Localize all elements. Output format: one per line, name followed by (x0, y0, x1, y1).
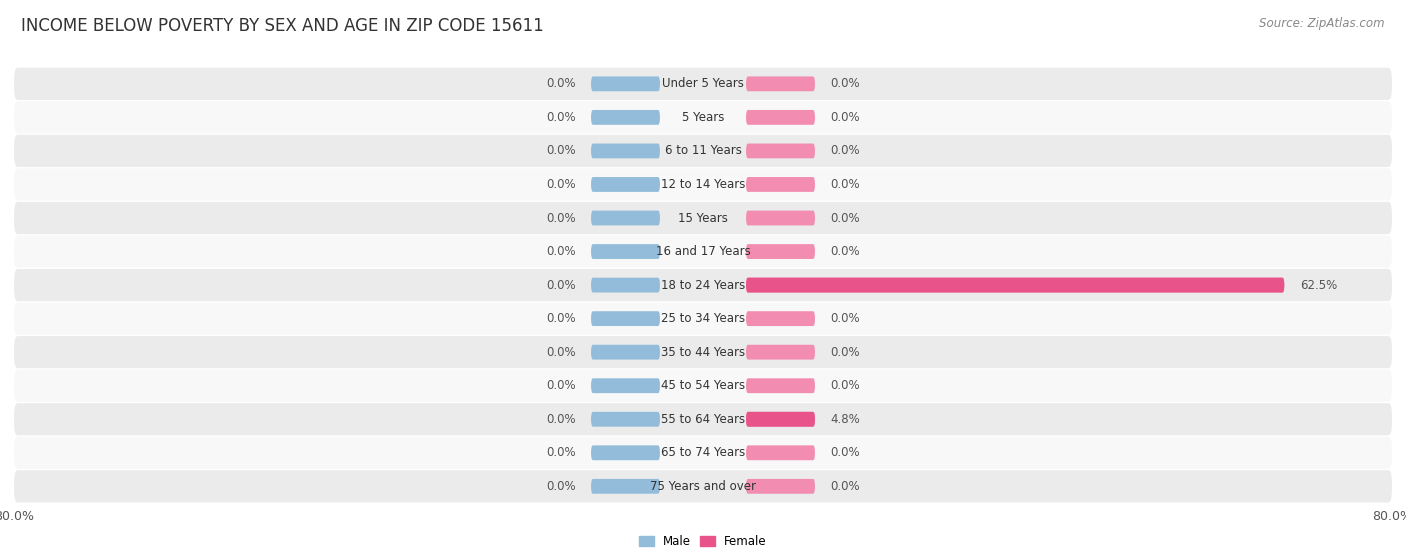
Text: 65 to 74 Years: 65 to 74 Years (661, 446, 745, 459)
FancyBboxPatch shape (591, 110, 659, 125)
FancyBboxPatch shape (14, 403, 1392, 435)
Text: Source: ZipAtlas.com: Source: ZipAtlas.com (1260, 17, 1385, 30)
FancyBboxPatch shape (747, 412, 815, 427)
Text: 0.0%: 0.0% (831, 111, 860, 124)
FancyBboxPatch shape (591, 479, 659, 494)
Text: 0.0%: 0.0% (831, 211, 860, 225)
Text: 0.0%: 0.0% (546, 278, 575, 292)
Text: 0.0%: 0.0% (831, 77, 860, 91)
Text: 0.0%: 0.0% (831, 245, 860, 258)
FancyBboxPatch shape (747, 412, 815, 427)
FancyBboxPatch shape (591, 311, 659, 326)
Text: 0.0%: 0.0% (546, 345, 575, 359)
Text: 16 and 17 Years: 16 and 17 Years (655, 245, 751, 258)
FancyBboxPatch shape (591, 144, 659, 158)
Text: 55 to 64 Years: 55 to 64 Years (661, 413, 745, 426)
FancyBboxPatch shape (14, 202, 1392, 234)
Text: 18 to 24 Years: 18 to 24 Years (661, 278, 745, 292)
Text: 0.0%: 0.0% (546, 245, 575, 258)
FancyBboxPatch shape (591, 412, 659, 427)
FancyBboxPatch shape (591, 77, 659, 91)
Text: 0.0%: 0.0% (831, 345, 860, 359)
FancyBboxPatch shape (14, 302, 1392, 335)
Text: 0.0%: 0.0% (546, 211, 575, 225)
FancyBboxPatch shape (14, 336, 1392, 368)
FancyBboxPatch shape (747, 345, 815, 359)
Text: 5 Years: 5 Years (682, 111, 724, 124)
FancyBboxPatch shape (747, 479, 815, 494)
FancyBboxPatch shape (591, 211, 659, 225)
FancyBboxPatch shape (747, 278, 1284, 292)
FancyBboxPatch shape (747, 110, 815, 125)
Text: 0.0%: 0.0% (546, 413, 575, 426)
Text: 0.0%: 0.0% (546, 312, 575, 325)
FancyBboxPatch shape (14, 437, 1392, 469)
Text: 0.0%: 0.0% (546, 178, 575, 191)
FancyBboxPatch shape (747, 177, 815, 192)
Text: 0.0%: 0.0% (831, 144, 860, 158)
FancyBboxPatch shape (591, 345, 659, 359)
FancyBboxPatch shape (14, 101, 1392, 134)
FancyBboxPatch shape (747, 278, 1284, 292)
Text: 35 to 44 Years: 35 to 44 Years (661, 345, 745, 359)
Text: 0.0%: 0.0% (831, 446, 860, 459)
Legend: Male, Female: Male, Female (634, 529, 772, 554)
FancyBboxPatch shape (14, 135, 1392, 167)
FancyBboxPatch shape (14, 68, 1392, 100)
Text: 0.0%: 0.0% (546, 77, 575, 91)
Text: 45 to 54 Years: 45 to 54 Years (661, 379, 745, 392)
Text: 12 to 14 Years: 12 to 14 Years (661, 178, 745, 191)
FancyBboxPatch shape (591, 177, 659, 192)
Text: Under 5 Years: Under 5 Years (662, 77, 744, 91)
FancyBboxPatch shape (591, 244, 659, 259)
FancyBboxPatch shape (747, 211, 815, 225)
Text: 0.0%: 0.0% (831, 178, 860, 191)
Text: INCOME BELOW POVERTY BY SEX AND AGE IN ZIP CODE 15611: INCOME BELOW POVERTY BY SEX AND AGE IN Z… (21, 17, 544, 35)
Text: 0.0%: 0.0% (546, 144, 575, 158)
FancyBboxPatch shape (591, 278, 659, 292)
FancyBboxPatch shape (14, 168, 1392, 201)
Text: 0.0%: 0.0% (831, 379, 860, 392)
Text: 4.8%: 4.8% (831, 413, 860, 426)
FancyBboxPatch shape (14, 269, 1392, 301)
Text: 0.0%: 0.0% (831, 480, 860, 493)
FancyBboxPatch shape (14, 235, 1392, 268)
FancyBboxPatch shape (747, 77, 815, 91)
FancyBboxPatch shape (14, 470, 1392, 503)
FancyBboxPatch shape (14, 369, 1392, 402)
Text: 6 to 11 Years: 6 to 11 Years (665, 144, 741, 158)
Text: 0.0%: 0.0% (546, 379, 575, 392)
Text: 62.5%: 62.5% (1299, 278, 1337, 292)
FancyBboxPatch shape (747, 378, 815, 393)
Text: 25 to 34 Years: 25 to 34 Years (661, 312, 745, 325)
Text: 0.0%: 0.0% (831, 312, 860, 325)
Text: 0.0%: 0.0% (546, 480, 575, 493)
Text: 75 Years and over: 75 Years and over (650, 480, 756, 493)
Text: 0.0%: 0.0% (546, 111, 575, 124)
FancyBboxPatch shape (747, 144, 815, 158)
Text: 0.0%: 0.0% (546, 446, 575, 459)
FancyBboxPatch shape (747, 311, 815, 326)
FancyBboxPatch shape (747, 244, 815, 259)
FancyBboxPatch shape (591, 378, 659, 393)
FancyBboxPatch shape (747, 446, 815, 460)
Text: 15 Years: 15 Years (678, 211, 728, 225)
FancyBboxPatch shape (591, 446, 659, 460)
